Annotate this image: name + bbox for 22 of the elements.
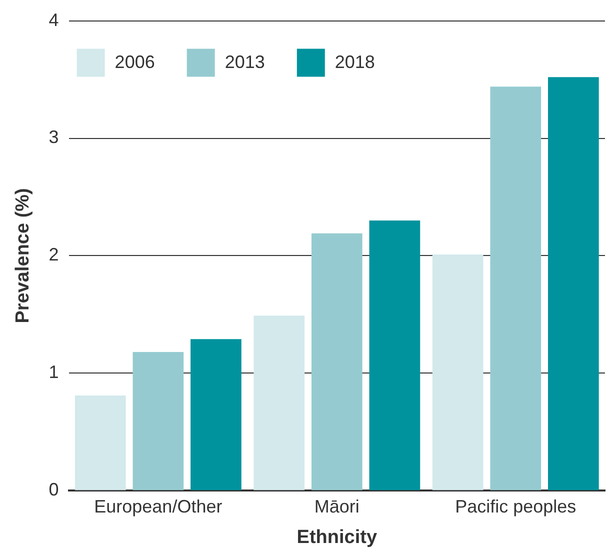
bar xyxy=(190,339,242,490)
bar xyxy=(132,352,184,490)
x-axis-title: Ethnicity xyxy=(296,526,378,548)
y-tick-label: 4 xyxy=(48,10,59,30)
bar xyxy=(548,77,599,490)
y-tick-label: 2 xyxy=(48,244,59,265)
y-tick-label: 0 xyxy=(48,480,59,500)
x-tick-label: European/Other xyxy=(94,496,222,516)
x-tick-label: Pacific peoples xyxy=(455,496,576,516)
legend-label: 2018 xyxy=(334,52,375,72)
bar xyxy=(254,316,305,490)
legend-label: 2013 xyxy=(224,52,265,72)
bar xyxy=(369,220,420,490)
bar xyxy=(432,254,484,490)
y-tick-label: 3 xyxy=(48,127,59,148)
legend-label: 2006 xyxy=(114,52,155,72)
bar xyxy=(74,395,126,490)
y-tick-label: 1 xyxy=(48,362,59,382)
y-axis-title: Prevalence (%) xyxy=(12,188,34,324)
x-tick-label: Māori xyxy=(314,496,360,516)
bar xyxy=(311,233,362,490)
bar xyxy=(490,86,542,490)
